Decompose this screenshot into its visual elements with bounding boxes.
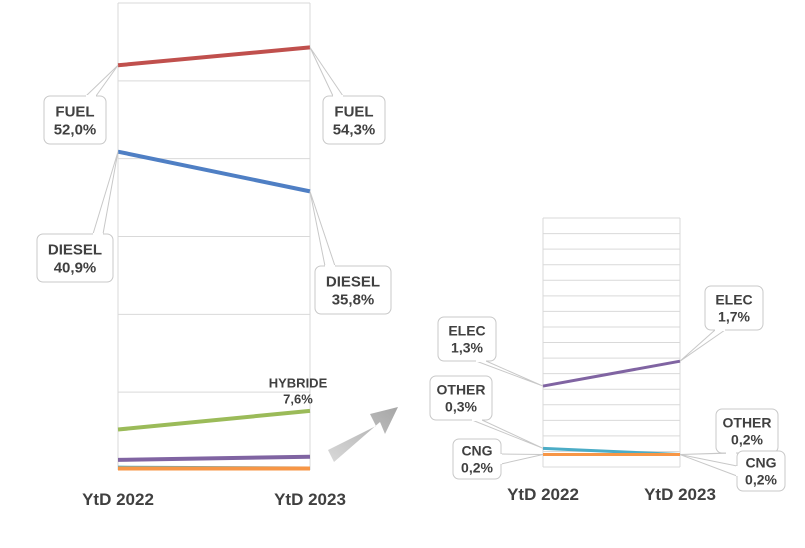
data-label-text: DIESEL <box>48 241 102 258</box>
series-line-diesel <box>117 149 311 194</box>
callout-pointer <box>309 47 344 97</box>
data-label-text: HYBRIDE <box>269 376 328 391</box>
data-label-text: 7,6% <box>283 392 313 407</box>
callout-box <box>704 285 764 331</box>
main-line-chart: YtD 2022 YtD 2023FUEL52,0%FUEL54,3%DIESEL… <box>36 2 392 509</box>
data-label-text: OTHER <box>437 381 486 397</box>
series-line-elec <box>117 454 311 462</box>
data-label-text: 52,0% <box>54 121 97 138</box>
series-line-elec <box>542 359 681 388</box>
x-tick-label: YtD 2023 <box>274 490 346 509</box>
data-label-text: 40,9% <box>54 259 97 276</box>
gridlines <box>543 233 680 452</box>
data-label-text: 0,3% <box>445 398 477 414</box>
data-label-text: 1,7% <box>718 308 750 324</box>
callout-pointer <box>679 329 726 362</box>
callout-pointer <box>500 453 544 465</box>
gridlines <box>118 80 310 393</box>
callout-pointer <box>679 454 738 477</box>
callout-box <box>36 233 114 283</box>
data-label-text: FUEL <box>55 103 94 120</box>
callout-pointer <box>475 360 544 387</box>
data-label-text: DIESEL <box>326 273 380 290</box>
data-label-text: ELEC <box>448 322 485 338</box>
callout-box <box>429 375 493 421</box>
data-label-text: CNG <box>745 454 776 470</box>
callout-pointer <box>309 191 336 267</box>
series-line-hybride <box>117 408 311 432</box>
data-label-text: 0,2% <box>461 459 493 475</box>
callout-box <box>437 316 497 362</box>
callout-box <box>43 95 107 145</box>
zoom-arrow-icon <box>328 407 398 462</box>
x-tick-label: YtD 2022 <box>82 490 154 509</box>
data-label-text: 0,2% <box>731 431 763 447</box>
series-line-fuel <box>117 45 311 68</box>
data-label-text: CNG <box>461 442 492 458</box>
data-label-text: FUEL <box>334 103 373 120</box>
data-label-text: 35,8% <box>332 291 375 308</box>
callout-pointer <box>471 419 544 449</box>
data-label-text: 54,3% <box>333 121 376 138</box>
callout-box <box>322 95 386 145</box>
callout-box <box>314 265 392 315</box>
data-label-text: OTHER <box>723 414 772 430</box>
x-tick-label: YtD 2023 <box>644 485 716 504</box>
callout-pointer <box>92 151 119 235</box>
x-tick-label: YtD 2022 <box>507 485 579 504</box>
detail-line-chart: YtD 2022 YtD 2023ELEC1,3%ELEC1,7%OTHER0,3… <box>429 217 786 504</box>
data-label-text: 0,2% <box>745 471 777 487</box>
callout-pointer <box>85 64 119 97</box>
data-label-text: ELEC <box>715 291 752 307</box>
data-label-text: 1,3% <box>451 339 483 355</box>
